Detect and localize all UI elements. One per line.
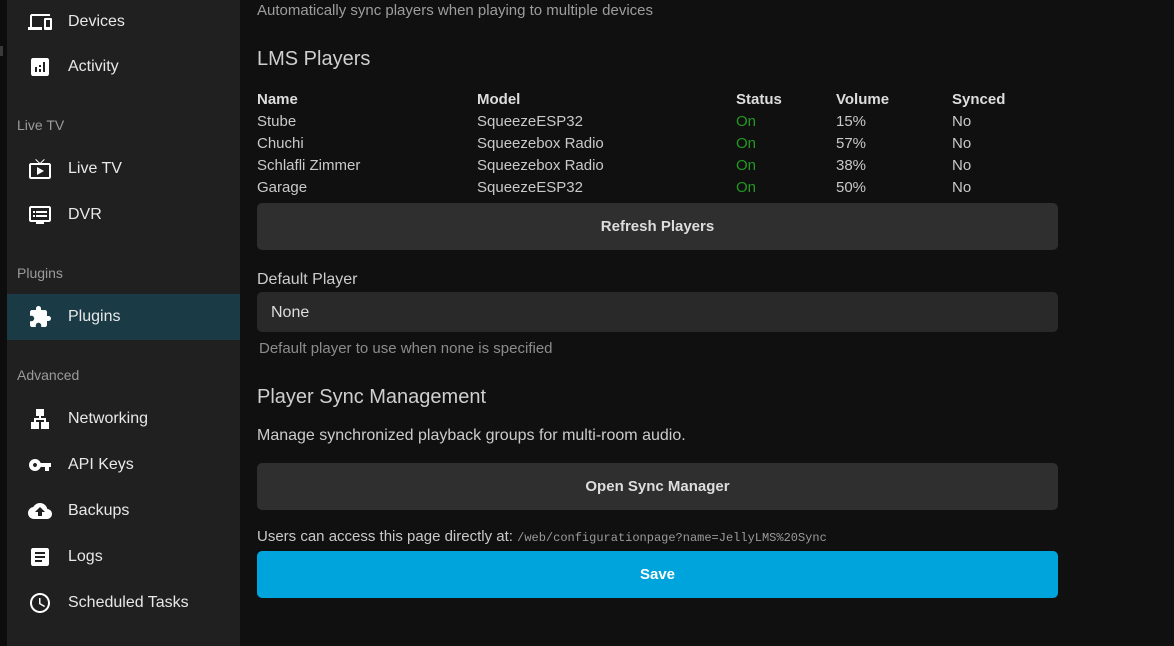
player-model-cell: Squeezebox Radio <box>477 156 604 174</box>
default-player-label: Default Player <box>257 271 358 288</box>
sidebar-item-label: Devices <box>68 13 125 30</box>
sidebar-item-label: Live TV <box>68 160 122 177</box>
player-name-cell: Stube <box>257 112 297 130</box>
column-header-volume: Volume <box>836 90 890 108</box>
table-row: Schlafli Zimmer Squeezebox Radio On 38% … <box>257 154 1058 176</box>
sidebar-item-scheduled-tasks[interactable]: Scheduled Tasks <box>7 580 240 626</box>
player-sync-description: Manage synchronized playback groups for … <box>257 427 686 444</box>
sidebar-section-plugins: Plugins <box>17 265 63 281</box>
direct-access-url: /web/configurationpage?name=JellyLMS%20S… <box>517 531 827 545</box>
player-model-cell: SqueezeESP32 <box>477 178 583 196</box>
sidebar-item-logs[interactable]: Logs <box>7 534 240 580</box>
player-sync-title: Player Sync Management <box>257 386 487 408</box>
key-icon <box>28 453 52 477</box>
sidebar-item-devices[interactable]: Devices <box>7 0 240 44</box>
activity-icon <box>28 55 52 79</box>
sidebar-item-label: API Keys <box>68 456 134 473</box>
devices-icon <box>28 10 52 34</box>
sidebar-item-label: Logs <box>68 548 103 565</box>
direct-access-line: Users can access this page directly at: … <box>257 528 1058 547</box>
clock-icon <box>28 591 52 615</box>
player-model-cell: Squeezebox Radio <box>477 134 604 152</box>
player-synced-cell: No <box>952 112 972 130</box>
player-status-cell: On <box>736 112 757 130</box>
sidebar-item-live-tv[interactable]: Live TV <box>7 146 240 192</box>
networking-icon <box>28 407 52 431</box>
plugins-icon <box>28 305 52 329</box>
sidebar-item-activity[interactable]: Activity <box>7 44 240 90</box>
document-lines-icon <box>28 545 52 569</box>
left-scrollbar-thumb <box>0 46 3 56</box>
sidebar-item-dvr[interactable]: DVR <box>7 192 240 238</box>
sidebar-section-live-tv: Live TV <box>17 117 65 133</box>
player-name-cell: Schlafli Zimmer <box>257 156 361 174</box>
auto-sync-description: Automatically sync players when playing … <box>257 2 654 19</box>
sidebar-item-label: Scheduled Tasks <box>68 594 189 611</box>
cloud-backup-icon <box>28 499 52 523</box>
table-header-row: Name Model Status Volume Synced <box>257 88 1058 110</box>
sidebar-item-plugins[interactable]: Plugins <box>7 294 240 340</box>
column-header-synced: Synced <box>952 90 1006 108</box>
player-volume-cell: 57% <box>836 134 867 152</box>
sidebar-item-label: Networking <box>68 410 149 427</box>
live-tv-icon <box>28 157 52 181</box>
sidebar: Devices Activity Live TV Live TV DVR Plu… <box>7 0 240 646</box>
sidebar-item-networking[interactable]: Networking <box>7 396 240 442</box>
column-header-model: Model <box>477 90 521 108</box>
player-model-cell: SqueezeESP32 <box>477 112 583 130</box>
sidebar-item-label: Plugins <box>68 308 121 325</box>
player-synced-cell: No <box>952 178 972 196</box>
sidebar-item-label: Backups <box>68 502 130 519</box>
table-row: Stube SqueezeESP32 On 15% No <box>257 110 1058 132</box>
sidebar-item-api-keys[interactable]: API Keys <box>7 442 240 488</box>
plugin-config-page: Automatically sync players when playing … <box>240 0 1174 646</box>
player-name-cell: Garage <box>257 178 308 196</box>
players-table: Name Model Status Volume Synced Stube Sq… <box>257 88 1058 198</box>
player-synced-cell: No <box>952 156 972 174</box>
player-status-cell: On <box>736 134 757 152</box>
table-row: Chuchi Squeezebox Radio On 57% No <box>257 132 1058 154</box>
default-player-select[interactable]: None <box>257 292 1058 332</box>
player-status-cell: On <box>736 156 757 174</box>
column-header-status: Status <box>736 90 782 108</box>
player-volume-cell: 15% <box>836 112 867 130</box>
sidebar-section-advanced: Advanced <box>17 367 80 383</box>
player-status-cell: On <box>736 178 757 196</box>
open-sync-manager-button[interactable]: Open Sync Manager <box>257 463 1058 510</box>
sidebar-item-label: Activity <box>68 58 119 75</box>
player-name-cell: Chuchi <box>257 134 304 152</box>
sidebar-item-backups[interactable]: Backups <box>7 488 240 534</box>
player-volume-cell: 50% <box>836 178 867 196</box>
refresh-players-button[interactable]: Refresh Players <box>257 203 1058 250</box>
direct-access-text: Users can access this page directly at: <box>257 528 513 545</box>
player-volume-cell: 38% <box>836 156 867 174</box>
lms-players-title: LMS Players <box>257 48 371 70</box>
table-row: Garage SqueezeESP32 On 50% No <box>257 176 1058 198</box>
column-header-name: Name <box>257 90 298 108</box>
window-left-edge <box>0 0 7 646</box>
player-synced-cell: No <box>952 134 972 152</box>
sidebar-item-label: DVR <box>68 206 102 223</box>
save-button[interactable]: Save <box>257 551 1058 598</box>
default-player-help: Default player to use when none is speci… <box>259 340 553 357</box>
dvr-icon <box>28 203 52 227</box>
